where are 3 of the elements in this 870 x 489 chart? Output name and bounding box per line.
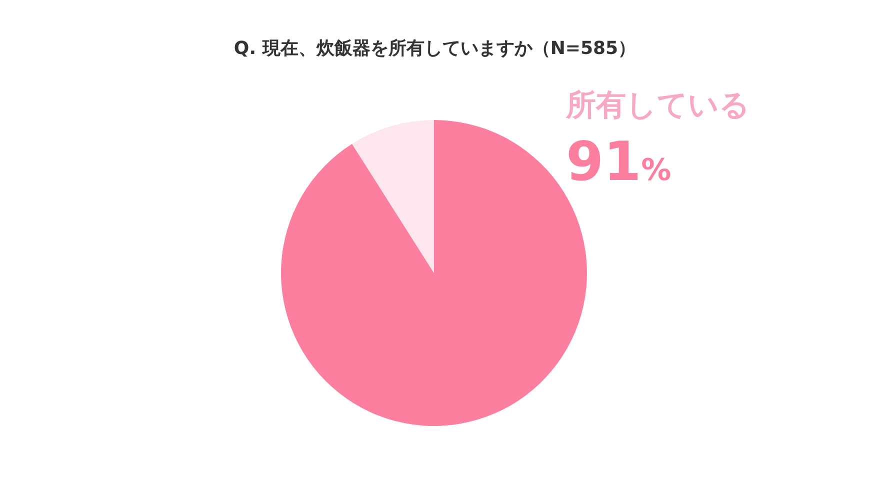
slice-label: 所有している xyxy=(565,88,750,123)
chart-title: Q. 現在、炊飯器を所有していますか（N=585） xyxy=(234,38,636,59)
data-label: 91% xyxy=(566,130,672,193)
